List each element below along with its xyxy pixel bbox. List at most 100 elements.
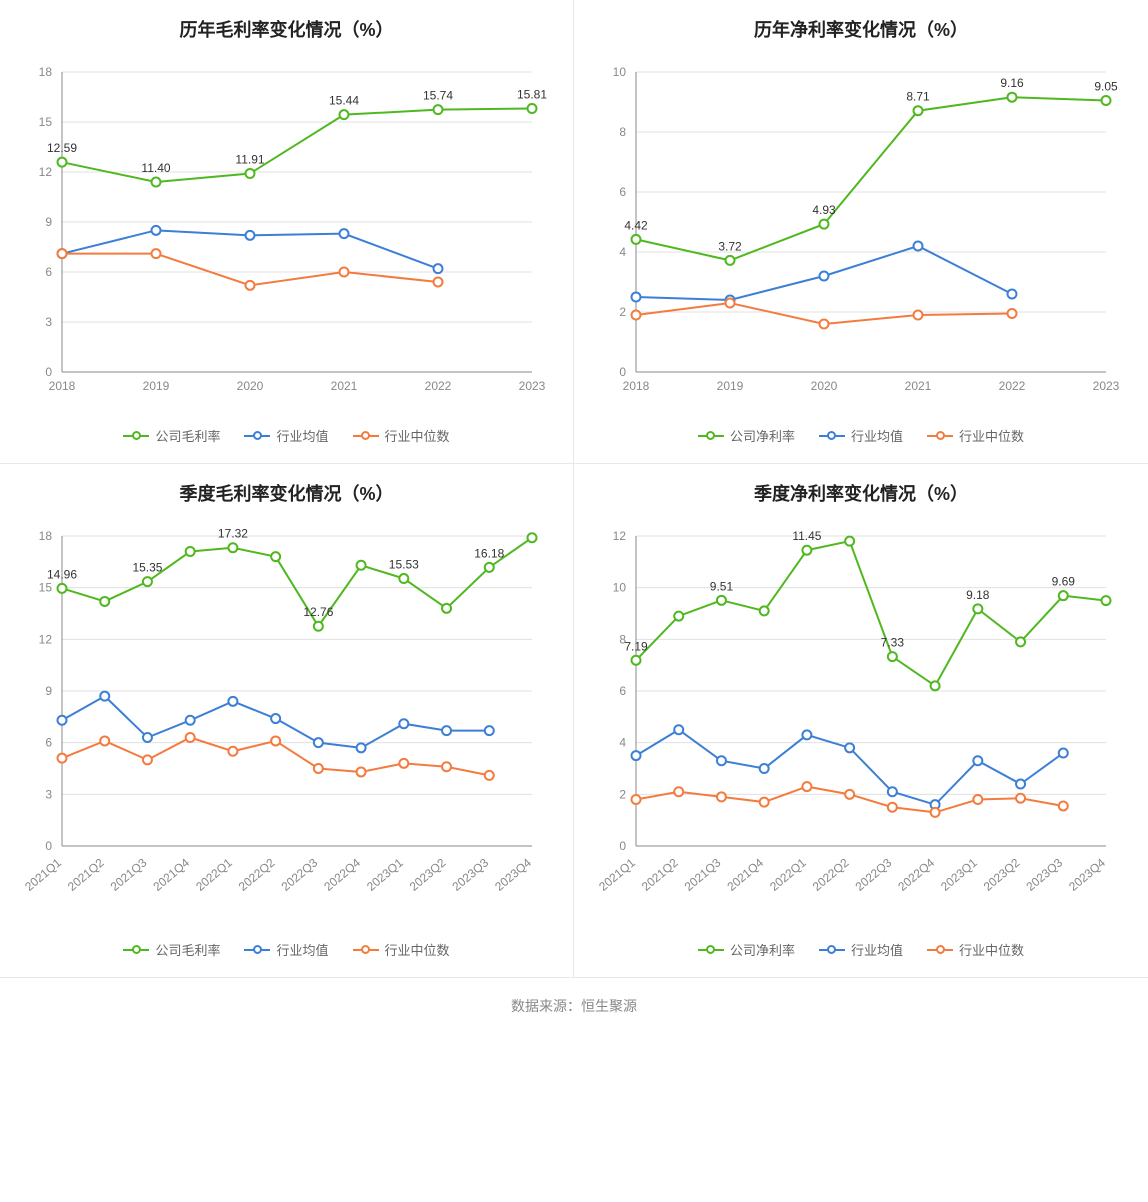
svg-text:2023Q3: 2023Q3 bbox=[1023, 855, 1065, 893]
chart-legend: 公司净利率 行业均值 行业中位数 bbox=[698, 426, 1024, 445]
svg-text:17.32: 17.32 bbox=[218, 527, 248, 541]
svg-text:2022Q2: 2022Q2 bbox=[236, 855, 278, 893]
svg-text:2022Q4: 2022Q4 bbox=[321, 855, 363, 893]
svg-text:2021Q2: 2021Q2 bbox=[65, 855, 107, 893]
svg-text:9: 9 bbox=[45, 215, 52, 229]
legend-swatch-icon bbox=[698, 430, 724, 442]
svg-text:2023Q4: 2023Q4 bbox=[492, 855, 534, 893]
svg-text:3.72: 3.72 bbox=[718, 239, 742, 253]
legend-label: 行业中位数 bbox=[959, 940, 1024, 959]
legend-item: 行业均值 bbox=[244, 940, 328, 959]
svg-text:15.35: 15.35 bbox=[132, 561, 162, 575]
legend-label: 公司毛利率 bbox=[155, 940, 220, 959]
svg-text:12: 12 bbox=[39, 632, 53, 646]
svg-text:3: 3 bbox=[45, 787, 52, 801]
legend-label: 公司净利率 bbox=[730, 940, 795, 959]
legend-swatch-icon bbox=[927, 430, 953, 442]
svg-text:11.40: 11.40 bbox=[141, 161, 170, 175]
svg-text:3: 3 bbox=[45, 315, 52, 329]
legend-swatch-icon bbox=[353, 944, 379, 956]
svg-text:2023Q4: 2023Q4 bbox=[1066, 855, 1108, 893]
svg-text:8: 8 bbox=[619, 125, 626, 139]
legend-item: 公司净利率 bbox=[698, 426, 795, 445]
svg-text:2022Q1: 2022Q1 bbox=[767, 855, 809, 893]
svg-text:6: 6 bbox=[45, 265, 52, 279]
svg-text:2018: 2018 bbox=[623, 379, 650, 393]
svg-text:6: 6 bbox=[619, 185, 626, 199]
svg-text:2022: 2022 bbox=[999, 379, 1026, 393]
svg-text:2023Q2: 2023Q2 bbox=[981, 855, 1023, 893]
svg-text:11.45: 11.45 bbox=[792, 529, 821, 543]
svg-text:10: 10 bbox=[613, 65, 627, 79]
chart-panel-annual_net: 历年净利率变化情况（%）0246810201820192020202120222… bbox=[574, 0, 1148, 464]
legend-label: 行业中位数 bbox=[959, 426, 1024, 445]
svg-text:2023: 2023 bbox=[1093, 379, 1120, 393]
svg-text:15.81: 15.81 bbox=[517, 88, 547, 102]
svg-text:12: 12 bbox=[613, 529, 627, 543]
svg-text:2018: 2018 bbox=[49, 379, 76, 393]
svg-text:11.91: 11.91 bbox=[235, 153, 264, 167]
legend-item: 行业均值 bbox=[819, 426, 903, 445]
svg-text:2023Q3: 2023Q3 bbox=[449, 855, 491, 893]
svg-text:2020: 2020 bbox=[811, 379, 838, 393]
svg-text:2022Q1: 2022Q1 bbox=[193, 855, 235, 893]
chart-panel-annual_gross: 历年毛利率变化情况（%）0369121518201820192020202120… bbox=[0, 0, 574, 464]
svg-text:15: 15 bbox=[39, 581, 53, 595]
svg-text:2022: 2022 bbox=[425, 379, 452, 393]
legend-label: 行业均值 bbox=[851, 940, 903, 959]
chart-plot: 02468102018201920202021202220234.423.724… bbox=[586, 52, 1136, 412]
svg-text:2021Q2: 2021Q2 bbox=[639, 855, 681, 893]
chart-title: 季度净利率变化情况（%） bbox=[754, 480, 968, 506]
svg-text:12.59: 12.59 bbox=[47, 141, 77, 155]
svg-text:2021: 2021 bbox=[331, 379, 358, 393]
legend-item: 行业中位数 bbox=[927, 426, 1024, 445]
svg-text:4: 4 bbox=[619, 736, 626, 750]
svg-text:2023Q1: 2023Q1 bbox=[938, 855, 980, 893]
svg-text:4.93: 4.93 bbox=[812, 203, 836, 217]
legend-swatch-icon bbox=[244, 944, 270, 956]
svg-text:6: 6 bbox=[619, 684, 626, 698]
legend-item: 行业均值 bbox=[244, 426, 328, 445]
svg-text:0: 0 bbox=[45, 365, 52, 379]
legend-label: 行业中位数 bbox=[385, 426, 450, 445]
chart-title: 历年净利率变化情况（%） bbox=[754, 16, 968, 42]
chart-title: 历年毛利率变化情况（%） bbox=[179, 16, 393, 42]
chart-legend: 公司毛利率 行业均值 行业中位数 bbox=[123, 940, 449, 959]
svg-text:2022Q3: 2022Q3 bbox=[853, 855, 895, 893]
svg-text:0: 0 bbox=[619, 365, 626, 379]
legend-label: 公司毛利率 bbox=[155, 426, 220, 445]
svg-text:7.19: 7.19 bbox=[624, 639, 648, 653]
svg-text:0: 0 bbox=[619, 839, 626, 853]
svg-text:10: 10 bbox=[613, 581, 627, 595]
svg-text:7.33: 7.33 bbox=[881, 636, 905, 650]
legend-item: 公司毛利率 bbox=[123, 940, 220, 959]
svg-text:9.05: 9.05 bbox=[1094, 80, 1118, 94]
svg-text:15.44: 15.44 bbox=[329, 94, 359, 108]
svg-text:9.16: 9.16 bbox=[1000, 76, 1024, 90]
svg-text:14.96: 14.96 bbox=[47, 567, 77, 581]
chart-panel-quarterly_net: 季度净利率变化情况（%）0246810122021Q12021Q22021Q32… bbox=[574, 464, 1148, 978]
svg-text:4: 4 bbox=[619, 245, 626, 259]
legend-item: 公司毛利率 bbox=[123, 426, 220, 445]
svg-text:6: 6 bbox=[45, 736, 52, 750]
svg-text:2021Q3: 2021Q3 bbox=[682, 855, 724, 893]
legend-label: 行业中位数 bbox=[385, 940, 450, 959]
svg-text:15.74: 15.74 bbox=[423, 89, 453, 103]
legend-item: 行业中位数 bbox=[927, 940, 1024, 959]
chart-legend: 公司毛利率 行业均值 行业中位数 bbox=[123, 426, 449, 445]
svg-text:0: 0 bbox=[45, 839, 52, 853]
svg-text:9.51: 9.51 bbox=[710, 579, 734, 593]
svg-text:2023Q2: 2023Q2 bbox=[407, 855, 449, 893]
svg-text:16.18: 16.18 bbox=[474, 546, 504, 560]
svg-text:18: 18 bbox=[39, 529, 53, 543]
svg-text:4.42: 4.42 bbox=[624, 218, 648, 232]
legend-swatch-icon bbox=[123, 944, 149, 956]
legend-swatch-icon bbox=[244, 430, 270, 442]
svg-text:2021Q4: 2021Q4 bbox=[724, 855, 766, 893]
svg-text:9.69: 9.69 bbox=[1052, 575, 1076, 589]
svg-text:2021Q4: 2021Q4 bbox=[150, 855, 192, 893]
svg-text:2019: 2019 bbox=[717, 379, 744, 393]
legend-swatch-icon bbox=[353, 430, 379, 442]
svg-text:2023Q1: 2023Q1 bbox=[364, 855, 406, 893]
svg-text:9.18: 9.18 bbox=[966, 588, 990, 602]
